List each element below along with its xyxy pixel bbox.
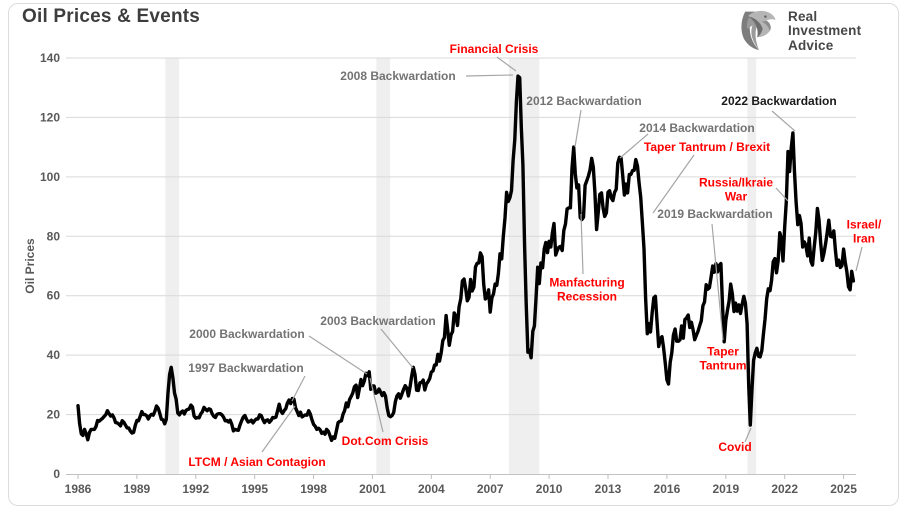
y-tick-label: 0 [53,467,60,481]
y-tick-label: 20 [47,408,61,422]
x-tick-label: 1989 [124,482,151,496]
leader-line [580,213,584,275]
leader-line [775,187,789,202]
leader-line [380,328,414,369]
y-tick-label: 40 [47,348,61,362]
brand-logo: Real Investment Advice [737,7,861,56]
x-tick-label: 1986 [65,482,92,496]
x-tick-label: 1992 [182,482,209,496]
leader-line [652,154,695,214]
brand-line-2: Investment [788,23,862,39]
x-tick-label: 1998 [300,482,327,496]
leader-line [619,133,649,159]
page-title: Oil Prices & Events [22,6,201,27]
x-tick-label: 2013 [595,482,622,496]
x-tick-label: 2001 [359,482,386,496]
brand-line-3: Advice [788,37,834,53]
recession-band [376,58,391,474]
eagle-icon [737,7,781,56]
x-tick-label: 2007 [477,482,504,496]
leader-line [855,246,863,272]
leader-line [261,405,296,453]
leader-line [465,74,514,77]
y-tick-label: 120 [40,110,60,124]
leader-line [574,109,582,148]
brand-name: Real Investment Advice [788,8,862,53]
recession-band [165,58,180,474]
leader-line [496,56,517,72]
leader-line [308,335,368,375]
x-tick-label: 2016 [654,482,681,496]
y-tick-label: 60 [47,289,61,303]
price-line [76,74,856,443]
x-tick-label: 2010 [536,482,563,496]
leader-line [711,223,724,341]
x-tick-label: 2025 [830,482,857,496]
leader-line [291,375,306,402]
x-tick-label: 2022 [771,482,798,496]
y-axis-title: Oil Prices [23,238,37,294]
y-tick-label: 80 [47,229,61,243]
y-tick-label: 100 [40,170,60,184]
x-tick-label: 2004 [418,482,445,496]
x-tick-label: 2019 [712,482,739,496]
leader-line [744,427,752,443]
brand-line-1: Real [788,8,818,24]
x-tick-label: 1995 [241,482,268,496]
leader-line [771,110,796,132]
recession-band [747,58,757,474]
leader-line [369,377,384,433]
y-tick-label: 140 [40,51,60,65]
